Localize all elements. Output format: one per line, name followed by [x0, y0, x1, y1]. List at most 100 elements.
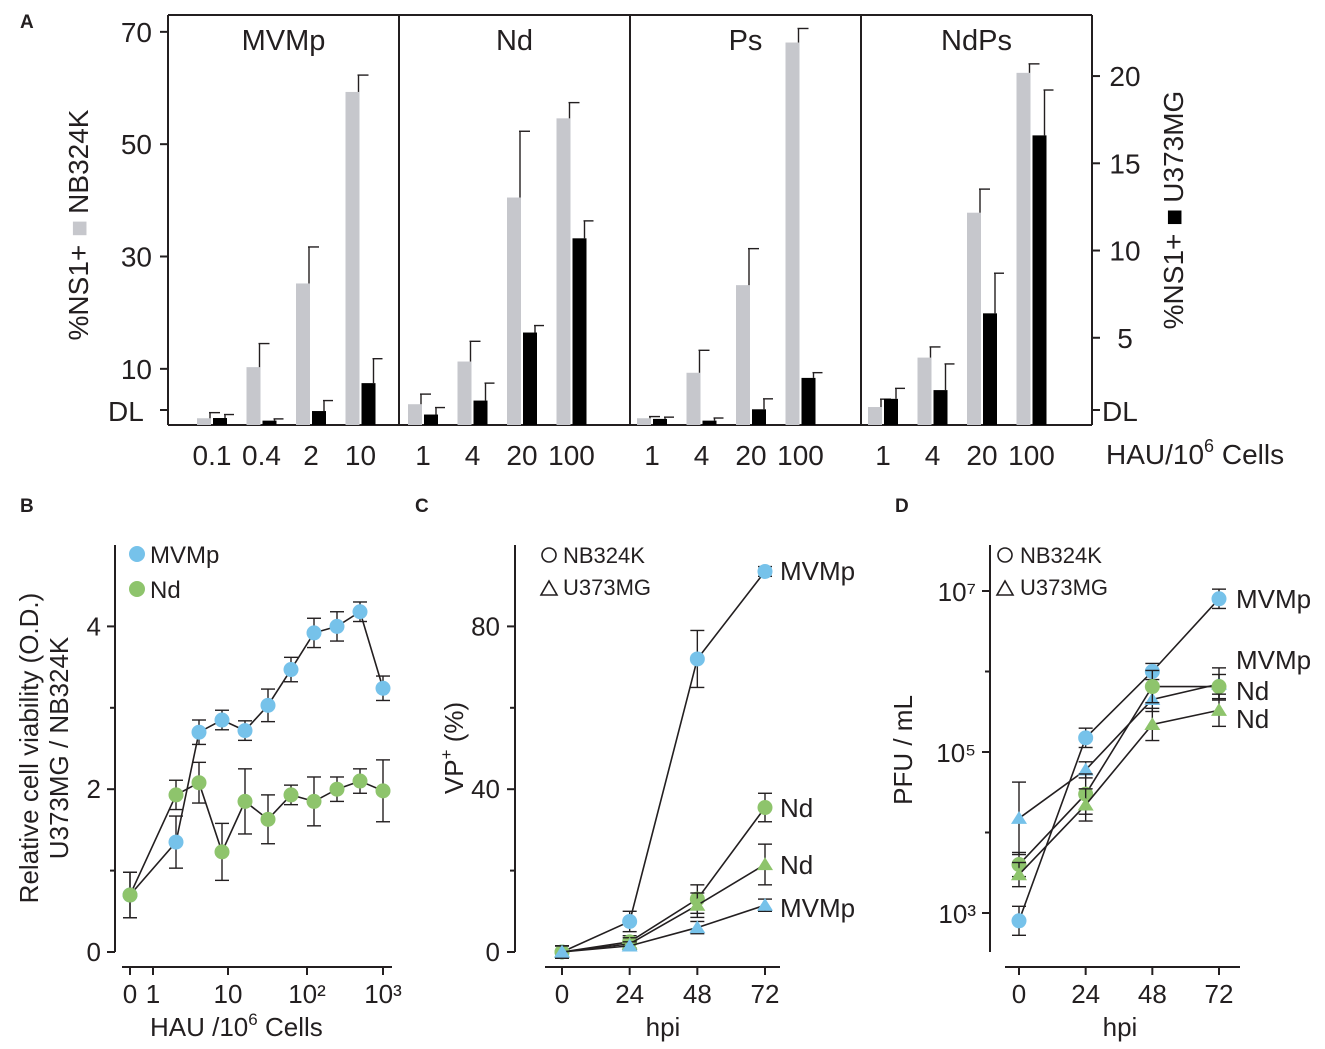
point-nd-nb324k	[1211, 679, 1227, 695]
group-title-nd: Nd	[496, 25, 533, 57]
point-nd	[122, 887, 138, 903]
panel-label-a: A	[20, 12, 34, 33]
bar-u373mg-mvmp-0-1	[213, 418, 227, 425]
series-line-mvmp-nb324k	[561, 570, 766, 953]
group-title-mvmp: MVMp	[242, 25, 326, 57]
x-tick-label: 1	[415, 440, 431, 471]
point-nd	[352, 773, 368, 789]
panel-a-bars	[197, 27, 1054, 426]
svg-text:%NS1+■NB324K: %NS1+ ■ NB324K	[63, 109, 94, 340]
xlabel-suffix: Cells	[258, 1012, 323, 1042]
point-nd-nb324k	[1144, 679, 1160, 695]
series-annotation-mvmp: MVMp	[1236, 645, 1311, 675]
point-nd	[306, 793, 322, 809]
point-mvmp-nb324k	[622, 913, 638, 929]
panel-label-b: B	[20, 496, 34, 517]
panel-c-xlabel: hpi	[646, 1012, 681, 1042]
x-tick-label: 72	[751, 979, 780, 1009]
detection-limit-left: DL	[108, 396, 144, 427]
ylabel-sup: +	[437, 749, 456, 759]
panel-d-ylabel: PFU / mL	[888, 695, 918, 805]
legend-open-triangle-icon	[995, 579, 1015, 596]
group-title-ndps: NdPs	[941, 25, 1012, 57]
x-tick-label: 4	[694, 440, 710, 471]
svg-text:%NS1+■U373MG: %NS1+ ■ U373MG	[1158, 91, 1189, 330]
legend-label-mvmp: MVMp	[150, 542, 219, 569]
point-mvmp	[260, 697, 276, 713]
point-mvmp	[168, 834, 184, 850]
bar-u373mg-mvmp-10	[361, 383, 376, 425]
y-tick-label: 10³	[938, 899, 976, 929]
panel-d-legend: NB324K U373MG	[995, 543, 1108, 600]
point-nd	[237, 793, 253, 809]
y-tick-label-right: 10	[1109, 236, 1140, 267]
x-tick-label: 2	[303, 440, 319, 471]
bar-u373mg-mvmp-2	[312, 411, 326, 425]
xlabel-prefix: HAU/10	[1106, 439, 1204, 470]
legend-open-triangle-icon	[539, 579, 559, 596]
point-mvmp	[283, 662, 299, 678]
panel-a-ticks: MVMp 0.1 0.4 2 10 Nd 1 4 20 100 Ps 1 4 20 100 NdPs 1 4 20 1…	[121, 17, 1141, 471]
bar-nb324k-ndps-1	[868, 407, 882, 425]
panel-b-xlabel: HAU /106 Cells	[150, 1010, 323, 1042]
x-tick-label: 10²	[288, 979, 326, 1009]
bar-nb324k-nd-4	[457, 361, 472, 425]
point-mvmp	[306, 625, 322, 641]
series-line-nd-u373mg	[561, 863, 766, 953]
bar-nb324k-nd-100	[556, 118, 571, 425]
point-nd	[329, 781, 345, 797]
x-tick-label: 48	[1138, 979, 1167, 1009]
right-ylabel-series: U373MG	[1158, 91, 1189, 203]
series-annotation-mvmp: MVMp	[780, 556, 855, 586]
series-line-mvmp-u373mg	[1018, 683, 1220, 819]
right-ylabel-prefix: %NS1+	[1158, 234, 1189, 330]
xlabel-sup: 6	[248, 1010, 257, 1029]
x-tick-label: 0.4	[242, 440, 281, 471]
y-tick-label: 0	[87, 937, 101, 967]
point-nd	[168, 787, 184, 803]
x-tick-label: 4	[465, 440, 481, 471]
black-square-icon: ■	[1158, 209, 1189, 226]
ylabel-suffix: (%)	[439, 702, 469, 750]
group-title-ps: Ps	[729, 25, 763, 57]
svg-text:VP+ (%): VP+ (%)	[437, 702, 469, 794]
series-line-mvmp	[129, 610, 384, 896]
bar-nb324k-mvmp-10	[345, 91, 360, 426]
ylabel-text: VP	[439, 759, 469, 794]
y-tick-label: 4	[87, 611, 101, 641]
bar-u373mg-ps-4	[702, 420, 717, 425]
x-tick-label: 1	[875, 440, 891, 471]
point-nd-u373mg	[1011, 867, 1027, 881]
x-tick-label: 24	[1071, 979, 1100, 1009]
x-tick-label: 10³	[364, 979, 402, 1009]
bar-nb324k-ps-4	[686, 372, 701, 425]
series-annotation-nd: Nd	[1236, 704, 1269, 734]
y-tick-label: 2	[87, 774, 101, 804]
bar-u373mg-ndps-4	[933, 390, 948, 425]
legend-label-u373mg: U373MG	[563, 575, 651, 600]
legend-marker-mvmp	[129, 546, 145, 562]
point-mvmp	[352, 604, 368, 620]
ylabel-text: PFU / mL	[888, 695, 918, 805]
bar-nb324k-nd-20	[507, 197, 521, 425]
series-annotation-mvmp: MVMp	[780, 893, 855, 923]
bar-nb324k-ndps-100	[1016, 72, 1031, 426]
left-ylabel-prefix: %NS1+	[63, 245, 94, 341]
x-tick-label: 100	[777, 440, 824, 471]
bar-u373mg-nd-100	[572, 238, 587, 425]
panel-b-ylabel: Relative cell viability (O.D.) U373MG / …	[14, 593, 74, 904]
x-tick-label: 1	[644, 440, 660, 471]
point-nd-u373mg	[1211, 703, 1227, 716]
gray-square-icon: ■	[63, 220, 94, 237]
series-annotation-nd: Nd	[780, 793, 813, 823]
x-tick-label: 100	[548, 440, 595, 471]
legend-marker-nd	[129, 581, 145, 597]
bar-nb324k-ps-20	[736, 285, 750, 425]
y-tick-label: 80	[471, 611, 500, 641]
x-tick-label: 20	[735, 440, 766, 471]
series-line-nd-nb324k	[1018, 685, 1219, 866]
x-tick-label: 0	[1012, 979, 1026, 1009]
